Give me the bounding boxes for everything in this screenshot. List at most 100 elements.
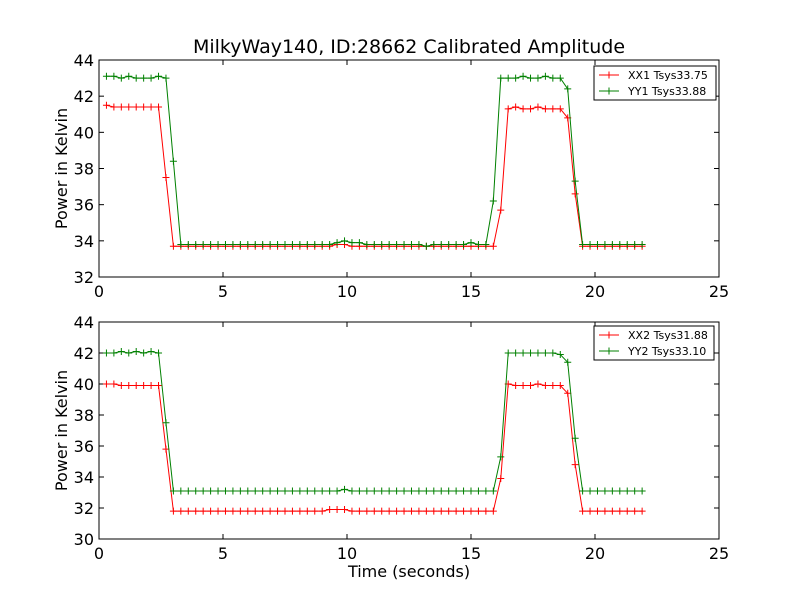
- top-chart-series-yy1-point: [430, 240, 438, 248]
- top-chart-series-xx1-point: [512, 103, 520, 111]
- top-chart-y-tick-label: 42: [74, 87, 94, 106]
- bottom-chart-series-xx2-point: [333, 506, 341, 514]
- bottom-chart-series-xx2-point: [437, 507, 445, 515]
- bottom-chart-series-xx2-point: [527, 382, 535, 390]
- top-chart-series-xx1-point: [155, 103, 163, 111]
- top-chart-series-yy1-point: [564, 85, 572, 93]
- bottom-chart-series-xx2-point: [221, 507, 229, 515]
- bottom-chart-series-xx2-point: [199, 507, 207, 515]
- top-chart-series-yy1-point: [259, 240, 267, 248]
- bottom-chart-series-xx2-point: [422, 507, 430, 515]
- bottom-chart-series-yy2-point: [415, 487, 423, 495]
- top-chart-series-yy1-point: [571, 177, 579, 185]
- bottom-chart-series-yy2-point: [586, 487, 594, 495]
- bottom-chart-series-xx2-point: [288, 507, 296, 515]
- bottom-chart-series-xx2-point: [415, 507, 423, 515]
- bottom-chart-series-xx2-point: [214, 507, 222, 515]
- top-chart-series-yy1-point: [236, 240, 244, 248]
- bottom-chart-series-xx2-point: [207, 507, 215, 515]
- top-chart: MilkyWay140, ID:28662 Calibrated Amplitu…: [52, 36, 729, 301]
- top-chart-series-yy1-point: [177, 240, 185, 248]
- top-chart-series-yy1-point: [288, 240, 296, 248]
- top-chart-series-yy1-point: [504, 74, 512, 82]
- top-chart-series-yy1-point: [512, 74, 520, 82]
- bottom-chart-series-yy2-point: [221, 487, 229, 495]
- bottom-chart-x-tick-label: 0: [94, 544, 104, 563]
- top-chart-x-tick-label: 10: [337, 282, 357, 301]
- top-chart-series-xx1-point: [519, 105, 527, 113]
- bottom-chart-series-xx2-point: [512, 382, 520, 390]
- bottom-chart-series-xx2-point: [363, 507, 371, 515]
- top-chart-series-yy1-point: [355, 239, 363, 247]
- bottom-chart-series-xx2-point: [541, 382, 549, 390]
- top-chart-series-yy1-point: [549, 74, 557, 82]
- bottom-chart: 0 5 10 15 20 25 30 32 34 36 38 40 42 44 Power in Kelv…: [52, 313, 729, 581]
- top-chart-series-yy1-point: [616, 240, 624, 248]
- bottom-chart-series-xx2-point: [318, 507, 326, 515]
- top-chart-series-yy1-point: [385, 240, 393, 248]
- top-chart-series-xx1-point: [125, 103, 133, 111]
- bottom-chart-series-xx2-point: [534, 380, 542, 388]
- top-chart-series-yy1-point: [556, 74, 564, 82]
- top-chart-series-yy1-point: [117, 74, 125, 82]
- bottom-chart-series-xx2-point: [155, 382, 163, 390]
- top-chart-series-xx1-point: [117, 103, 125, 111]
- bottom-chart-series-yy2-point: [177, 487, 185, 495]
- bottom-chart-series-yy2-point: [192, 487, 200, 495]
- bottom-chart-series-xx2-point: [452, 507, 460, 515]
- bottom-chart-series-xx2-point: [229, 507, 237, 515]
- bottom-chart-series-yy2-point: [631, 487, 639, 495]
- top-chart-series-yy1-point: [244, 240, 252, 248]
- top-chart-series-yy1-point: [608, 240, 616, 248]
- top-chart-series-yy1-point: [452, 240, 460, 248]
- bottom-chart-series-xx2-point: [326, 506, 334, 514]
- bottom-chart-series-xx2-point: [348, 507, 356, 515]
- top-chart-series-yy1-point: [274, 240, 282, 248]
- bottom-chart-legend-box: [593, 325, 715, 361]
- top-chart-y-tick-label: 34: [74, 232, 94, 251]
- bottom-chart-series-yy2-point: [519, 349, 527, 357]
- top-chart-series-yy1-point: [631, 240, 639, 248]
- bottom-chart-series-yy2-point: [638, 487, 646, 495]
- bottom-chart-series-xx2-point: [259, 507, 267, 515]
- top-chart-series-yy1-point: [623, 240, 631, 248]
- top-chart-series-yy1-point: [169, 157, 177, 165]
- top-chart-series-yy1-point: [541, 72, 549, 80]
- top-chart-series-xx1-point: [169, 242, 177, 250]
- bottom-chart-series-xx2-point: [125, 382, 133, 390]
- bottom-chart-legend: XX2 Tsys31.88 YY2 Tsys33.10: [593, 325, 715, 361]
- bottom-chart-series-yy2-point: [422, 487, 430, 495]
- bottom-chart-series-xx2-point: [244, 507, 252, 515]
- bottom-chart-series-yy2-point: [564, 358, 572, 366]
- bottom-chart-series-yy2-point: [125, 349, 133, 357]
- bottom-chart-series-yy2-point: [326, 487, 334, 495]
- bottom-chart-series-yy2-point: [445, 487, 453, 495]
- top-chart-series-yy1-point: [318, 240, 326, 248]
- bottom-chart-series-xx2-point: [460, 507, 468, 515]
- top-chart-series-yy1-point: [132, 74, 140, 82]
- bottom-chart-series-yy2-point: [601, 487, 609, 495]
- bottom-chart-series-yy2-point: [132, 347, 140, 355]
- bottom-chart-series-yy2-point: [207, 487, 215, 495]
- bottom-chart-y-tick-label: 42: [74, 344, 94, 363]
- bottom-chart-series-yy2-point: [467, 487, 475, 495]
- bottom-chart-series-yy2-point: [370, 487, 378, 495]
- top-chart-series-xx1-point: [549, 105, 557, 113]
- top-chart-y-tick-label: 40: [74, 123, 94, 142]
- bottom-chart-series-yy2-point: [623, 487, 631, 495]
- bottom-chart-axes: 0 5 10 15 20 25 30 32 34 36 38 40 42 44: [74, 313, 730, 563]
- top-chart-series-yy1-point: [192, 240, 200, 248]
- top-chart-axes: 0 5 10 15 20 25 32 34 36 38 40 42 44: [74, 51, 730, 301]
- bottom-chart-series-xx2-point: [549, 382, 557, 390]
- bottom-chart-series-xx2-point: [303, 507, 311, 515]
- bottom-chart-series-yy2-point: [169, 487, 177, 495]
- bottom-chart-x-tick-label: 10: [337, 544, 357, 563]
- top-chart-series-yy1-point: [266, 240, 274, 248]
- bottom-chart-series-xx2-point: [251, 507, 259, 515]
- bottom-chart-series-yy2-point: [541, 349, 549, 357]
- top-chart-series-yy1-point: [534, 74, 542, 82]
- top-chart-legend: XX1 Tsys33.75 YY1 Tsys33.88: [593, 65, 717, 101]
- bottom-chart-series-yy2-point: [274, 487, 282, 495]
- bottom-chart-series-yy2-point: [482, 487, 490, 495]
